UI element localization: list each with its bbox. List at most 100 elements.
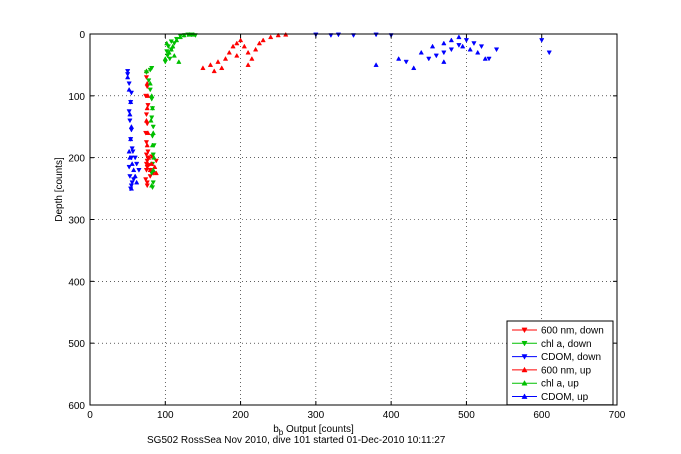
data-point (150, 167, 156, 173)
data-point (145, 103, 151, 108)
data-point (426, 56, 432, 62)
data-point (149, 115, 155, 121)
data-point (253, 46, 259, 52)
x-axis-label: bb Output [counts] (273, 424, 354, 437)
x-tick-label: 200 (232, 410, 249, 421)
data-point (482, 56, 488, 61)
data-point (147, 87, 153, 93)
y-tick-label: 400 (68, 277, 85, 288)
data-point (143, 140, 150, 145)
data-point (143, 152, 150, 158)
legend-entry: 600 nm, up (512, 365, 591, 376)
legend-marker (521, 380, 528, 386)
data-point (127, 174, 133, 179)
data-point (147, 67, 153, 73)
y-tick-label: 0 (79, 30, 85, 41)
data-point (164, 49, 170, 55)
x-tick-label: 600 (533, 410, 550, 421)
data-point (222, 56, 229, 61)
data-point (173, 37, 180, 43)
data-point (486, 56, 492, 62)
data-point (226, 49, 232, 55)
data-point (132, 173, 138, 179)
x-axis-label-rest: Output [counts] (283, 424, 354, 435)
data-point (215, 59, 221, 64)
data-point (153, 170, 159, 176)
legend-label: 600 nm, up (541, 365, 591, 376)
data-point (207, 62, 214, 67)
y-tick-label: 500 (68, 339, 85, 350)
data-point (149, 105, 156, 111)
data-point (448, 47, 454, 53)
data-point (260, 37, 266, 43)
data-point (128, 185, 135, 191)
data-point (493, 47, 500, 53)
data-point (181, 32, 187, 38)
series-5 (143, 31, 197, 188)
legend-marker (521, 393, 528, 399)
data-point (168, 46, 174, 52)
data-point (456, 43, 462, 48)
data-point (146, 154, 152, 160)
data-point (433, 53, 439, 59)
data-point (441, 50, 447, 56)
data-point (478, 44, 485, 50)
data-point (418, 49, 424, 55)
data-point (149, 161, 155, 166)
legend-label: chl a, down (541, 339, 592, 350)
data-point (460, 43, 466, 49)
y-tick-label: 100 (68, 92, 85, 103)
data-point (164, 40, 170, 46)
data-point (411, 65, 417, 71)
data-point (149, 142, 156, 148)
data-point (145, 149, 151, 155)
legend-entry: chl a, up (512, 379, 579, 390)
data-point (130, 149, 136, 155)
x-axis-label-subscript: b (279, 428, 284, 437)
data-point (467, 46, 473, 52)
data-point (136, 168, 142, 173)
y-tick-label: 600 (68, 401, 85, 412)
data-point (129, 180, 135, 186)
data-point (219, 65, 225, 71)
data-point (150, 124, 156, 130)
data-point (131, 167, 137, 173)
data-point (128, 124, 135, 129)
data-point (471, 41, 477, 46)
data-point (230, 43, 236, 49)
data-point (234, 40, 240, 46)
data-point (170, 43, 176, 49)
x-tick-label: 700 (609, 410, 626, 421)
legend-label: 600 nm, down (541, 326, 604, 337)
data-point (448, 37, 454, 43)
data-point (162, 56, 168, 61)
legend-entry: CDOM, down (512, 352, 601, 363)
data-point (268, 34, 274, 40)
data-point (249, 56, 255, 61)
data-point (150, 130, 156, 135)
data-point (167, 56, 173, 62)
x-tick-label: 500 (458, 410, 475, 421)
data-point (125, 69, 131, 74)
data-point (168, 39, 174, 45)
data-point (245, 62, 251, 67)
data-point (539, 38, 545, 43)
y-axis-label: Depth [counts] (54, 157, 65, 222)
data-point (441, 59, 447, 64)
data-point (396, 56, 402, 61)
legend-label: CDOM, down (541, 352, 601, 363)
x-tick-label: 300 (308, 410, 325, 421)
data-point (149, 93, 155, 98)
data-point (127, 118, 133, 124)
legend-marker (521, 340, 528, 347)
data-point (147, 174, 153, 179)
x-tick-label: 0 (87, 410, 93, 421)
x-tick-label: 100 (157, 410, 174, 421)
data-point (146, 78, 152, 84)
data-point (148, 117, 154, 123)
legend-box (506, 320, 614, 406)
data-point (129, 161, 135, 166)
data-point (126, 86, 132, 92)
axis-ticks: 0 100 200 300 400 500 600 700 0 100 200 300 400 500 60… (68, 30, 625, 421)
data-point (125, 74, 131, 80)
